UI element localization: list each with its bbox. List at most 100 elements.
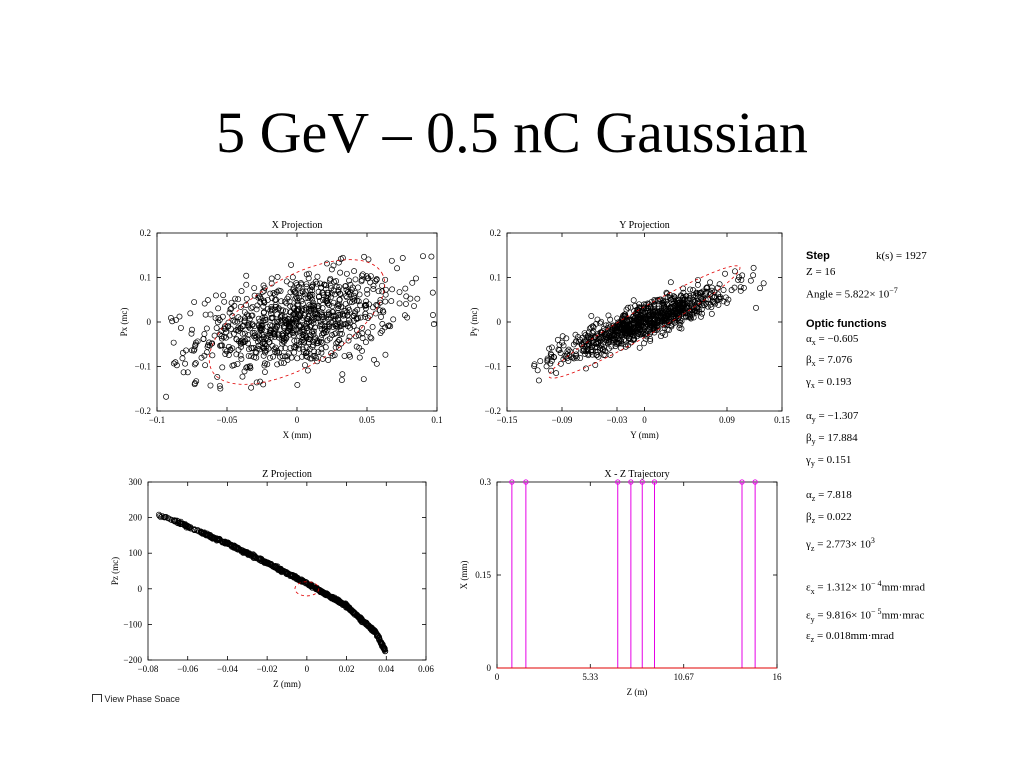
data-point	[553, 370, 560, 377]
data-point	[250, 345, 257, 351]
data-point	[355, 298, 362, 305]
y-tick-label: −0.1	[135, 362, 151, 372]
y-tick-label: 0.3	[480, 477, 492, 487]
data-point	[651, 304, 658, 311]
data-point	[548, 367, 555, 374]
data-point	[316, 338, 322, 345]
chart-title: X - Z Trajectory	[604, 469, 669, 480]
data-point	[328, 350, 335, 357]
data-point	[670, 296, 677, 303]
data-point	[332, 323, 339, 329]
data-point	[360, 376, 367, 383]
data-point	[279, 567, 285, 574]
data-point	[373, 276, 380, 283]
data-point	[328, 266, 335, 273]
data-point	[205, 342, 212, 348]
data-point	[626, 328, 633, 335]
data-point	[710, 298, 717, 305]
data-point	[336, 296, 343, 303]
data-point	[231, 542, 238, 549]
data-point	[299, 289, 306, 296]
data-point	[287, 302, 294, 309]
data-point	[319, 305, 326, 312]
data-point	[322, 344, 329, 351]
z-value: Z = 16	[806, 266, 836, 278]
data-point	[608, 343, 615, 350]
checkbox-icon[interactable]	[92, 694, 102, 702]
data-point	[288, 261, 295, 268]
data-point	[358, 276, 365, 283]
data-point	[363, 273, 370, 280]
data-point	[274, 322, 281, 329]
data-point	[240, 339, 247, 346]
data-point	[261, 299, 268, 306]
data-point	[285, 316, 292, 323]
x-tick-label: 0.15	[774, 415, 790, 425]
data-point	[327, 282, 334, 289]
data-point	[379, 327, 386, 334]
data-point	[651, 316, 658, 323]
alpha-y: αy = −1.307	[806, 410, 859, 425]
x-tick-label: 0.04	[378, 664, 394, 674]
data-point	[359, 335, 366, 341]
data-point	[225, 352, 232, 358]
data-point	[272, 563, 279, 569]
data-point	[306, 311, 313, 318]
data-point	[296, 306, 303, 313]
data-point	[248, 305, 255, 312]
data-point	[259, 288, 266, 295]
data-point	[274, 361, 281, 368]
data-point	[373, 630, 380, 637]
data-point	[322, 318, 329, 325]
data-point	[654, 323, 661, 330]
data-point	[404, 314, 411, 321]
data-point	[302, 295, 309, 302]
data-point	[253, 379, 260, 386]
x-tick-label: −0.05	[217, 415, 238, 425]
data-point	[283, 329, 290, 336]
data-point	[310, 353, 317, 359]
data-point	[243, 295, 250, 302]
data-point	[685, 296, 692, 303]
data-point	[310, 299, 317, 306]
data-point	[365, 256, 372, 263]
data-point	[696, 308, 703, 315]
data-point	[708, 287, 715, 294]
data-point	[327, 275, 334, 282]
data-point	[344, 604, 351, 610]
data-point	[210, 534, 217, 541]
data-point	[651, 297, 658, 303]
data-point	[661, 312, 667, 319]
data-point	[588, 344, 595, 350]
view-phase-space-checkbox[interactable]: View Phase Space	[92, 694, 180, 702]
data-point	[324, 298, 331, 304]
data-point	[585, 347, 592, 354]
data-point	[280, 324, 287, 331]
data-point	[279, 353, 286, 360]
data-point	[225, 343, 232, 350]
data-point	[531, 361, 538, 368]
data-point	[669, 308, 676, 315]
data-point	[388, 257, 395, 264]
data-point	[188, 525, 194, 532]
data-point	[237, 340, 244, 347]
y-tick-label: 100	[129, 548, 143, 558]
data-point	[555, 346, 562, 353]
data-point	[565, 346, 572, 353]
y-tick-label: 0	[138, 584, 143, 594]
data-point	[323, 282, 330, 289]
data-point	[747, 277, 754, 284]
data-point	[658, 333, 664, 340]
data-point	[619, 321, 626, 328]
k-value: k(s) = 1927	[876, 250, 927, 262]
data-point	[256, 318, 263, 325]
data-point	[361, 253, 367, 260]
data-point	[156, 513, 163, 520]
data-point	[338, 377, 345, 384]
data-point	[201, 300, 208, 307]
data-point	[227, 306, 234, 313]
data-point	[293, 316, 300, 323]
data-point	[260, 352, 267, 359]
data-point	[636, 344, 643, 351]
data-point	[195, 528, 202, 535]
